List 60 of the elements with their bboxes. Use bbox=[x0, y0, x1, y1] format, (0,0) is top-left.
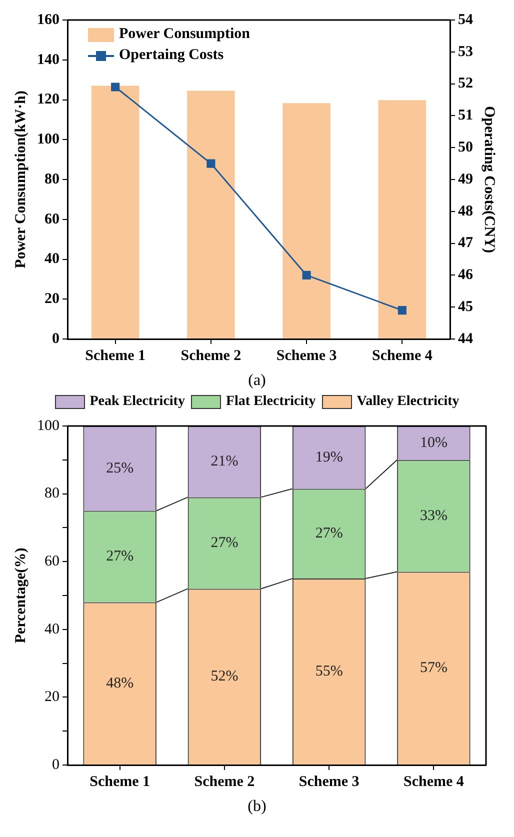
data-label: 10% bbox=[420, 434, 448, 451]
data-label: 27% bbox=[210, 534, 238, 551]
y2-axis-title: Operating Costs(CNY) bbox=[481, 106, 498, 254]
y-tick-label: 20 bbox=[44, 291, 60, 307]
legend-label: Valley Electricity bbox=[356, 394, 460, 410]
y-tick-label: 100 bbox=[37, 418, 60, 434]
x-tick-label: Scheme 4 bbox=[372, 348, 433, 364]
y-tick-label: 40 bbox=[44, 621, 60, 638]
x-tick-label: Scheme 2 bbox=[194, 774, 255, 790]
data-label: 21% bbox=[210, 454, 238, 470]
y-axis-title: Power Consumption(kW·h) bbox=[12, 90, 29, 268]
y-tick-label: 60 bbox=[44, 211, 60, 228]
y-tick-label: 80 bbox=[44, 171, 60, 188]
y2-tick-label: 47 bbox=[458, 235, 474, 252]
y-tick-label: 120 bbox=[37, 92, 60, 108]
x-tick-label: Scheme 1 bbox=[85, 348, 146, 364]
x-tick-label: Scheme 3 bbox=[298, 774, 360, 790]
x-tick-label: Scheme 1 bbox=[90, 774, 150, 790]
y2-tick-label: 44 bbox=[458, 330, 474, 347]
x-tick-label: Scheme 3 bbox=[276, 348, 337, 364]
y-axis-title: Percentage(%) bbox=[12, 548, 29, 644]
y2-tick-label: 54 bbox=[458, 12, 474, 28]
data-label: 55% bbox=[315, 663, 343, 680]
data-label: 52% bbox=[210, 668, 238, 685]
y2-tick-label: 50 bbox=[458, 139, 473, 156]
y2-tick-label: 46 bbox=[458, 267, 474, 284]
legend-label: Flat Electricity bbox=[226, 394, 316, 410]
legend-label: Power Consumption bbox=[119, 26, 250, 43]
data-label: 27% bbox=[106, 548, 134, 564]
y-tick-label: 0 bbox=[52, 330, 60, 347]
x-tick-label: Scheme 2 bbox=[180, 348, 242, 364]
legend-label: Opertaing Costs bbox=[119, 47, 224, 64]
data-label: 33% bbox=[420, 508, 448, 524]
x-tick-label: Scheme 4 bbox=[403, 774, 464, 790]
y2-tick-label: 45 bbox=[458, 298, 473, 315]
y2-tick-label: 49 bbox=[458, 171, 473, 188]
y-tick-label: 140 bbox=[37, 52, 60, 68]
y-tick-label: 100 bbox=[37, 132, 60, 148]
y2-tick-label: 53 bbox=[458, 44, 473, 60]
text: (b) bbox=[246, 798, 268, 816]
point bbox=[398, 306, 406, 315]
data-label: 25% bbox=[106, 460, 134, 476]
legend-label: Peak Electricity bbox=[90, 394, 185, 410]
point bbox=[206, 159, 216, 168]
data-label: 27% bbox=[315, 526, 343, 542]
y-tick-label: 40 bbox=[44, 251, 60, 268]
y-tick-label: 20 bbox=[44, 689, 60, 706]
text: (a) bbox=[247, 372, 267, 390]
data-label: 19% bbox=[315, 449, 343, 466]
y2-tick-label: 48 bbox=[458, 203, 473, 220]
y2-tick-label: 51 bbox=[458, 108, 473, 124]
y-tick-label: 0 bbox=[52, 756, 60, 773]
y-tick-label: 60 bbox=[44, 554, 60, 570]
data-label: 57% bbox=[420, 660, 448, 676]
y-tick-label: 160 bbox=[37, 12, 60, 28]
y-tick-label: 80 bbox=[44, 486, 60, 502]
y2-tick-label: 52 bbox=[458, 76, 473, 92]
point bbox=[302, 270, 311, 280]
data-label: 48% bbox=[106, 675, 134, 692]
point bbox=[111, 82, 120, 92]
